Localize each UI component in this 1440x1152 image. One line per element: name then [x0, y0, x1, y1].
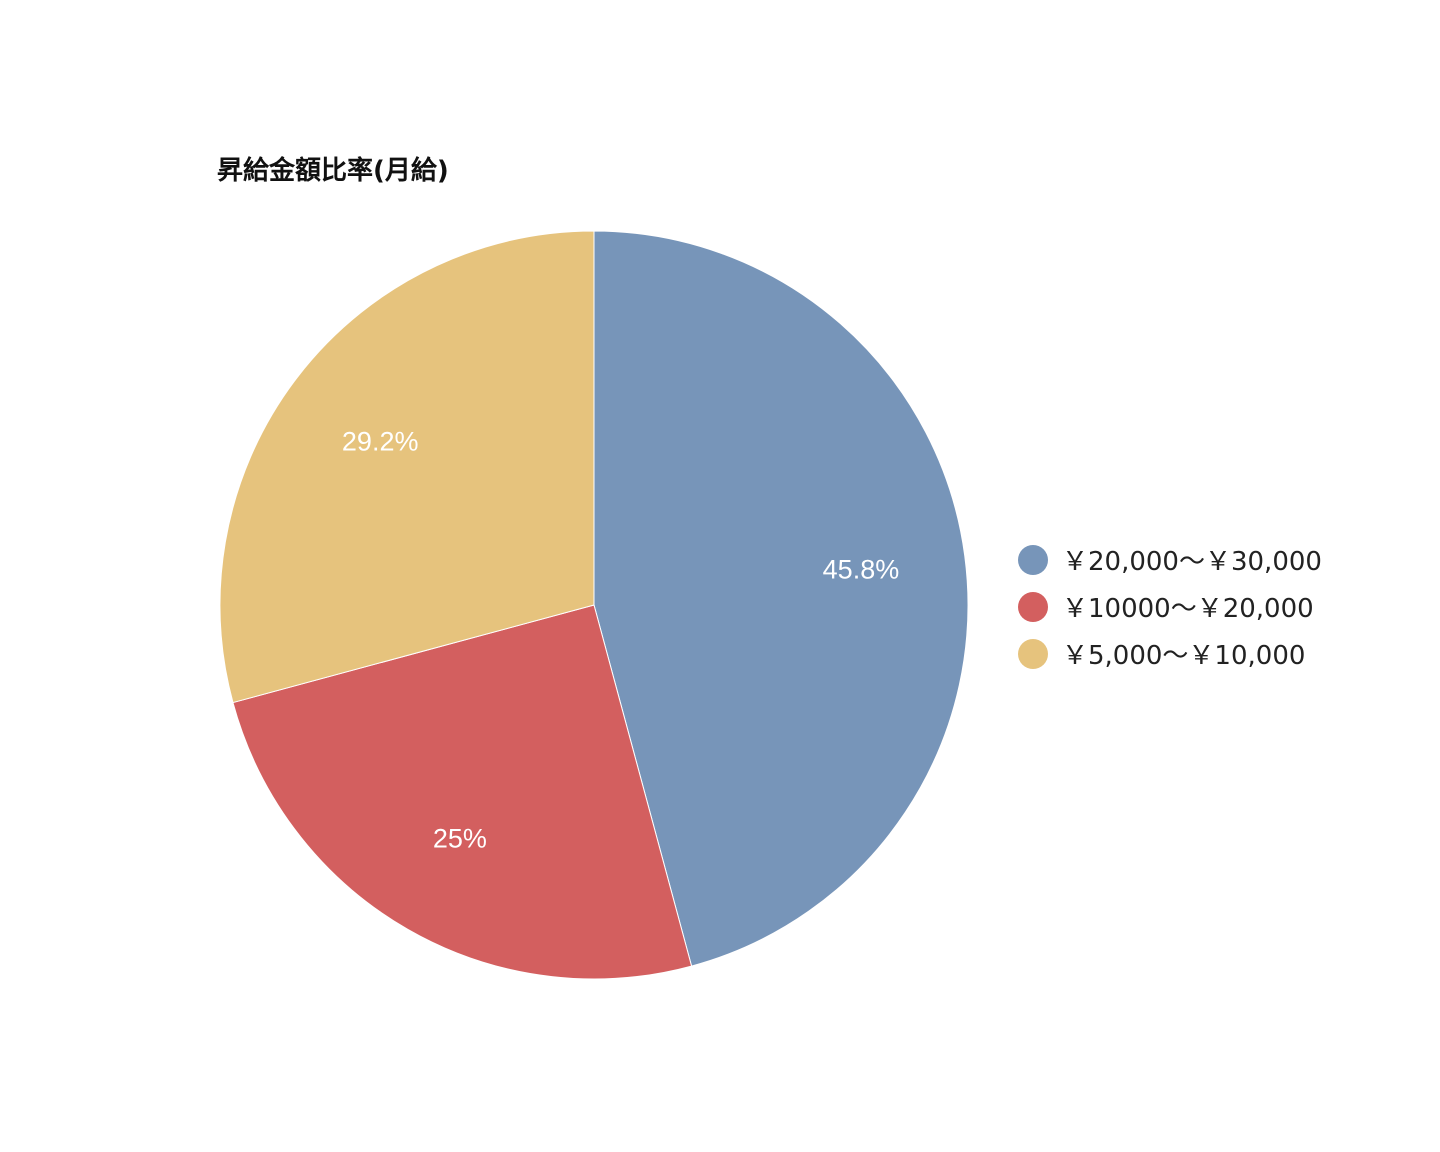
slice-data-label: 45.8%	[823, 555, 900, 585]
pie-slice[interactable]	[219, 230, 595, 704]
slice-data-label: 29.2%	[342, 426, 419, 456]
legend-item[interactable]: ￥10000〜￥20,000	[1018, 583, 1322, 630]
legend-item[interactable]: ￥20,000〜￥30,000	[1018, 536, 1322, 583]
legend-swatch	[1018, 591, 1048, 622]
legend-swatch	[1018, 544, 1048, 575]
legend-label: ￥10000〜￥20,000	[1062, 594, 1314, 624]
chart-title: 昇給金額比率(月給)	[217, 156, 449, 186]
pie-slice[interactable]	[593, 230, 969, 967]
pie-data-labels: 45.8% 25% 29.2%	[342, 426, 899, 853]
legend-label: ￥5,000〜￥10,000	[1062, 641, 1306, 671]
legend-item[interactable]: ￥5,000〜￥10,000	[1018, 630, 1322, 677]
pie-slice[interactable]	[232, 604, 693, 980]
legend-label: ￥20,000〜￥30,000	[1062, 547, 1322, 577]
slice-data-label: 25%	[433, 823, 487, 853]
pie-slices	[219, 230, 969, 980]
legend: ￥20,000〜￥30,000 ￥10000〜￥20,000 ￥5,000〜￥1…	[1018, 536, 1322, 677]
legend-swatch	[1018, 638, 1048, 669]
